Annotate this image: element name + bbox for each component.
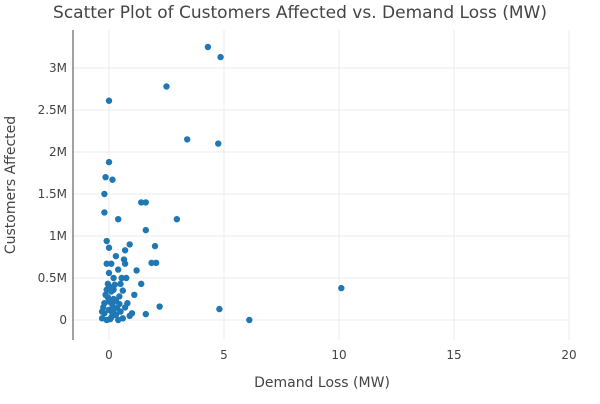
data-point[interactable] bbox=[215, 140, 222, 147]
data-point[interactable] bbox=[246, 316, 253, 324]
data-point[interactable] bbox=[119, 287, 127, 294]
data-point[interactable] bbox=[138, 280, 145, 288]
data-point[interactable] bbox=[101, 190, 108, 198]
data-point[interactable] bbox=[115, 316, 122, 324]
data-point[interactable] bbox=[156, 303, 163, 310]
data-point[interactable] bbox=[105, 244, 113, 251]
data-point[interactable] bbox=[217, 53, 224, 61]
data-point[interactable] bbox=[121, 304, 129, 311]
chart-title: Scatter Plot of Customers Affected vs. D… bbox=[53, 3, 547, 23]
y-tick-label: 2M bbox=[49, 145, 67, 159]
y-tick-label: 2.5M bbox=[38, 103, 67, 117]
data-point[interactable] bbox=[115, 216, 122, 223]
data-point[interactable] bbox=[109, 176, 116, 183]
data-point[interactable] bbox=[105, 298, 113, 305]
data-point[interactable] bbox=[105, 158, 113, 166]
data-point[interactable] bbox=[142, 199, 149, 206]
data-point[interactable] bbox=[148, 259, 155, 267]
y-tick-label: 0.5M bbox=[38, 271, 67, 285]
y-axis-label: Customers Affected bbox=[3, 116, 19, 254]
data-point[interactable] bbox=[111, 281, 118, 288]
y-tick-label: 1M bbox=[49, 229, 67, 243]
data-point[interactable] bbox=[338, 284, 345, 292]
x-tick-label: 20 bbox=[561, 348, 576, 362]
y-tick-label: 3M bbox=[49, 61, 67, 75]
data-point[interactable] bbox=[102, 174, 109, 181]
y-tick-label: 0 bbox=[59, 313, 67, 327]
x-tick-label: 10 bbox=[331, 348, 346, 362]
data-point[interactable] bbox=[163, 83, 170, 90]
data-point[interactable] bbox=[110, 306, 117, 314]
y-tick-label: 1.5M bbox=[38, 187, 67, 201]
data-point[interactable] bbox=[151, 242, 159, 250]
data-point[interactable] bbox=[103, 237, 110, 245]
data-point[interactable] bbox=[116, 300, 123, 308]
data-point[interactable] bbox=[184, 136, 191, 143]
data-point[interactable] bbox=[105, 97, 113, 104]
data-point[interactable] bbox=[204, 43, 212, 51]
data-point[interactable] bbox=[152, 259, 160, 267]
x-axis-label: Demand Loss (MW) bbox=[254, 375, 390, 391]
data-point[interactable] bbox=[138, 199, 145, 206]
data-point[interactable] bbox=[101, 209, 108, 216]
data-point[interactable] bbox=[173, 216, 181, 223]
data-point[interactable] bbox=[117, 280, 124, 288]
data-point[interactable] bbox=[118, 274, 125, 282]
data-point[interactable] bbox=[133, 267, 140, 274]
data-point[interactable] bbox=[115, 266, 122, 273]
data-point[interactable] bbox=[103, 286, 110, 293]
data-point[interactable] bbox=[110, 274, 117, 282]
data-point[interactable] bbox=[108, 260, 115, 267]
x-tick-label: 0 bbox=[105, 348, 113, 362]
data-point[interactable] bbox=[128, 310, 136, 317]
data-point[interactable] bbox=[121, 247, 129, 254]
data-point[interactable] bbox=[216, 305, 223, 313]
x-tick-label: 15 bbox=[446, 348, 461, 362]
data-point[interactable] bbox=[112, 252, 120, 260]
data-point[interactable] bbox=[106, 315, 114, 323]
data-point[interactable] bbox=[142, 310, 149, 318]
data-point[interactable] bbox=[142, 226, 149, 234]
data-point[interactable] bbox=[126, 241, 133, 248]
data-point[interactable] bbox=[123, 274, 130, 282]
x-tick-label: 5 bbox=[220, 348, 228, 362]
data-point[interactable] bbox=[121, 260, 129, 267]
data-point[interactable] bbox=[103, 260, 110, 267]
data-point[interactable] bbox=[105, 269, 113, 277]
data-point[interactable] bbox=[98, 308, 106, 315]
data-point[interactable] bbox=[131, 291, 138, 298]
